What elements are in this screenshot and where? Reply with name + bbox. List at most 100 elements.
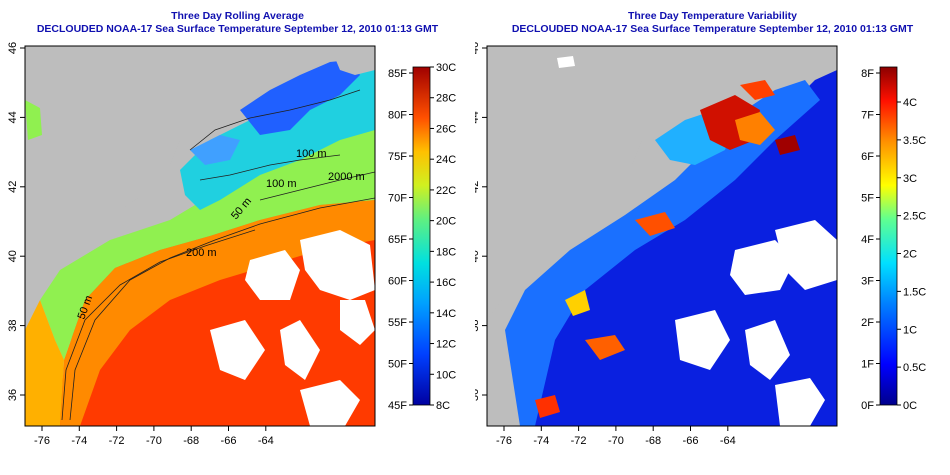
colorbar-c-label: 26C (436, 123, 456, 135)
lon-tick-label: -72 (109, 435, 125, 447)
lon-tick-label: -70 (608, 435, 624, 447)
lat-tick-label: 40 (475, 250, 481, 262)
colorbar-f-label: 7F (861, 110, 874, 122)
sst-variability-map: -76 -74 -72 -70 -68 -66 -64 46 44 42 40 38 36 8F 7F 6… (475, 42, 926, 447)
colorbar-c-label: 2C (903, 249, 917, 261)
colorbar-c-label: 20C (436, 216, 456, 228)
cloud-patch (730, 240, 795, 295)
map-frame (24, 45, 376, 427)
land-nova-scotia (330, 46, 375, 75)
lon-tick-label: -68 (183, 435, 199, 447)
colorbar-c-label: 12C (436, 339, 456, 351)
colorbar-f-label: 45F (388, 400, 407, 412)
lat-tick-label: 40 (7, 250, 19, 262)
high-variability-spot (635, 212, 675, 236)
lon-tick-label: -66 (683, 435, 699, 447)
cloud-patch (775, 378, 825, 426)
lat-tick-label: 44 (7, 111, 19, 123)
cloud-patch (210, 320, 265, 380)
lon-tick-label: -66 (221, 435, 237, 447)
colorbar-f-label: 65F (388, 234, 407, 246)
colorbar-c-label: 28C (436, 93, 456, 105)
land-mainland (25, 46, 240, 320)
colorbar-c-label: 1.5C (903, 286, 926, 298)
sst-average-map: 100 m 100 m 2000 m 200 m 50 m 50 m -76 -7… (7, 42, 456, 447)
latitude-axis: 46 44 42 40 38 36 (475, 42, 487, 401)
shelf-medium-variability (505, 80, 820, 426)
colorbar-f-label: 1F (861, 359, 874, 371)
colorbar-f-label: 55F (388, 317, 407, 329)
lon-tick-label: -76 (34, 435, 50, 447)
contour-label: 100 m (266, 178, 297, 190)
panel-title: Three Day Temperature Variability (627, 10, 798, 22)
lon-tick-label: -64 (720, 435, 736, 447)
colorbar-f-label: 85F (388, 68, 407, 80)
land-mainland (487, 46, 702, 320)
colorbar-f-label: 0F (861, 400, 874, 412)
lon-tick-label: -72 (571, 435, 587, 447)
longitude-axis: -76 -74 -72 -70 -68 -66 -64 (34, 426, 274, 447)
cloud-patch (300, 380, 360, 426)
cloud-patch (745, 320, 790, 380)
colorbar-f-label: 75F (388, 151, 407, 163)
lat-tick-label: 46 (475, 42, 481, 54)
colorbar-c-label: 22C (436, 185, 456, 197)
high-variability-spot (735, 112, 775, 145)
colorbar-fahrenheit-scale: 85F 80F 75F 70F 65F 60F 55F 50F 45F (388, 68, 413, 412)
panel-subtitle: DECLOUDED NOAA-17 Sea Surface Temperatur… (36, 23, 439, 35)
colorbar-c-label: 30C (436, 62, 456, 74)
contour-label: 2000 m (328, 171, 365, 183)
colorbar (412, 66, 431, 406)
colorbar-c-label: 0C (903, 400, 917, 412)
cloud-patch (340, 300, 375, 345)
coastal-warm (25, 300, 64, 426)
colorbar-f-label: 80F (388, 110, 407, 122)
colorbar-c-label: 1C (903, 324, 917, 336)
panel-subtitle: DECLOUDED NOAA-17 Sea Surface Temperatur… (511, 23, 914, 35)
sea-orange-band (60, 200, 375, 426)
colorbar-c-label: 10C (436, 369, 456, 381)
lon-tick-label: -64 (258, 435, 274, 447)
map-frame (486, 45, 838, 427)
land-nova-scotia (792, 46, 837, 75)
colorbar-f-label: 6F (861, 151, 874, 163)
contour-100m (199, 154, 341, 181)
contour-label: 200 m (186, 247, 217, 259)
colorbar-c-label: 2.5C (903, 211, 926, 223)
cloud-patch (245, 250, 300, 300)
colorbar-f-label: 8F (861, 68, 874, 80)
lon-tick-label: -74 (533, 435, 549, 447)
contour-label: 100 m (296, 148, 327, 160)
colorbar-f-label: 2F (861, 317, 874, 329)
lat-tick-label: 38 (7, 319, 19, 331)
colorbar-f-label: 4F (861, 234, 874, 246)
lon-tick-label: -76 (496, 435, 512, 447)
lon-tick-label: -74 (71, 435, 87, 447)
colorbar-f-label: 60F (388, 276, 407, 288)
latitude-axis: 46 44 42 40 38 36 (7, 42, 25, 401)
colorbar-fahrenheit-scale: 8F 7F 6F 5F 4F 3F 2F 1F 0F (861, 68, 880, 412)
colorbar-celsius-scale: 4C 3.5C 3C 2.5C 2C 1.5C 1C 0.5C 0C (897, 97, 926, 412)
panel-title: Three Day Rolling Average (171, 10, 304, 22)
high-variability-spot (535, 395, 560, 418)
contour-2000m (259, 171, 375, 201)
colorbar-c-label: 14C (436, 308, 456, 320)
cloud-patch (675, 310, 730, 370)
colorbar-c-label: 4C (903, 97, 917, 109)
colorbar-f-label: 5F (861, 193, 874, 205)
colorbar-f-label: 50F (388, 359, 407, 371)
lat-tick-label: 42 (475, 181, 481, 193)
colorbar-c-label: 16C (436, 277, 456, 289)
cloud-patch (557, 56, 575, 68)
colorbar-c-label: 0.5C (903, 362, 926, 374)
cold-patch (190, 135, 240, 165)
shelf-green-region (40, 120, 375, 360)
cloud-patch (775, 220, 837, 290)
colorbar-c-label: 3.5C (903, 135, 926, 147)
sst-variability-panel: Three Day Temperature Variability DECLOU… (475, 0, 950, 475)
colorbar-c-label: 8C (436, 400, 450, 412)
high-variability-spot (585, 335, 625, 360)
colorbar-f-label: 70F (388, 193, 407, 205)
lon-tick-label: -70 (146, 435, 162, 447)
colorbar-c-label: 3C (903, 173, 917, 185)
